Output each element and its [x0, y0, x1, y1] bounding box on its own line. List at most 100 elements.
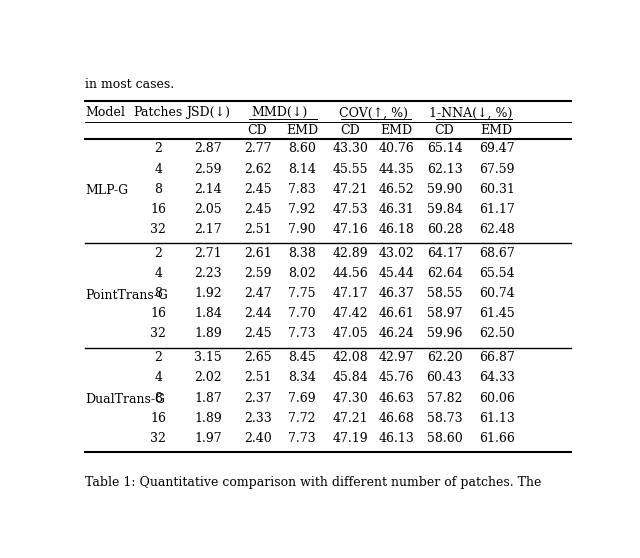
Text: 59.84: 59.84 — [427, 203, 462, 216]
Text: 58.97: 58.97 — [427, 307, 462, 320]
Text: 47.21: 47.21 — [333, 412, 368, 425]
Text: CD: CD — [248, 124, 268, 137]
Text: 47.30: 47.30 — [332, 392, 368, 405]
Text: 46.52: 46.52 — [379, 182, 414, 196]
Text: 46.37: 46.37 — [379, 287, 414, 300]
Text: 62.64: 62.64 — [427, 267, 463, 280]
Text: 7.90: 7.90 — [289, 223, 316, 236]
Text: 2.37: 2.37 — [244, 392, 271, 405]
Text: Table 1: Quantitative comparison with different number of patches. The: Table 1: Quantitative comparison with di… — [85, 477, 541, 489]
Text: 7.73: 7.73 — [289, 432, 316, 445]
Text: 42.08: 42.08 — [332, 351, 368, 364]
Text: 60.28: 60.28 — [427, 223, 463, 236]
Text: 46.63: 46.63 — [378, 392, 414, 405]
Text: 1.92: 1.92 — [194, 287, 222, 300]
Text: 47.53: 47.53 — [333, 203, 368, 216]
Text: MLP-G: MLP-G — [85, 184, 128, 198]
Text: 46.24: 46.24 — [379, 328, 414, 340]
Text: 58.73: 58.73 — [427, 412, 462, 425]
Text: 66.87: 66.87 — [479, 351, 515, 364]
Text: 16: 16 — [150, 307, 166, 320]
Text: 2.65: 2.65 — [244, 351, 271, 364]
Text: 46.68: 46.68 — [378, 412, 414, 425]
Text: 62.13: 62.13 — [427, 162, 463, 176]
Text: 45.76: 45.76 — [379, 371, 414, 384]
Text: 45.55: 45.55 — [333, 162, 368, 176]
Text: 60.31: 60.31 — [479, 182, 515, 196]
Text: 62.20: 62.20 — [427, 351, 462, 364]
Text: 2.77: 2.77 — [244, 142, 271, 155]
Text: 2.45: 2.45 — [244, 182, 271, 196]
Text: 2.40: 2.40 — [244, 432, 271, 445]
Text: 8.14: 8.14 — [288, 162, 316, 176]
Text: 1.84: 1.84 — [194, 307, 222, 320]
Text: 2.61: 2.61 — [244, 247, 271, 259]
Text: 8.45: 8.45 — [289, 351, 316, 364]
Text: 8: 8 — [154, 392, 163, 405]
Text: 32: 32 — [150, 328, 166, 340]
Text: 1.89: 1.89 — [194, 412, 222, 425]
Text: 62.48: 62.48 — [479, 223, 515, 236]
Text: 7.69: 7.69 — [289, 392, 316, 405]
Text: 2.59: 2.59 — [244, 267, 271, 280]
Text: 16: 16 — [150, 412, 166, 425]
Text: 65.14: 65.14 — [427, 142, 463, 155]
Text: 46.31: 46.31 — [378, 203, 414, 216]
Text: 16: 16 — [150, 203, 166, 216]
Text: 2.71: 2.71 — [194, 247, 222, 259]
Text: JSD(↓): JSD(↓) — [186, 107, 230, 119]
Text: 32: 32 — [150, 223, 166, 236]
Text: COV(↑, %): COV(↑, %) — [339, 107, 408, 119]
Text: 46.18: 46.18 — [378, 223, 414, 236]
Text: PointTrans-G: PointTrans-G — [85, 289, 168, 302]
Text: 4: 4 — [154, 371, 163, 384]
Text: 7.92: 7.92 — [289, 203, 316, 216]
Text: 2.14: 2.14 — [194, 182, 222, 196]
Text: 45.84: 45.84 — [332, 371, 368, 384]
Text: DualTrans-G: DualTrans-G — [85, 393, 165, 406]
Text: 2.23: 2.23 — [194, 267, 222, 280]
Text: 42.89: 42.89 — [333, 247, 368, 259]
Text: 61.66: 61.66 — [479, 432, 515, 445]
Text: 2.17: 2.17 — [194, 223, 222, 236]
Text: 60.74: 60.74 — [479, 287, 515, 300]
Text: in most cases.: in most cases. — [85, 78, 174, 90]
Text: 59.96: 59.96 — [427, 328, 462, 340]
Text: 67.59: 67.59 — [479, 162, 515, 176]
Text: 62.50: 62.50 — [479, 328, 515, 340]
Text: 43.02: 43.02 — [379, 247, 414, 259]
Text: 2.51: 2.51 — [244, 371, 271, 384]
Text: 2.62: 2.62 — [244, 162, 271, 176]
Text: 32: 32 — [150, 432, 166, 445]
Text: 47.21: 47.21 — [333, 182, 368, 196]
Text: 2: 2 — [154, 351, 163, 364]
Text: 7.70: 7.70 — [289, 307, 316, 320]
Text: 2.59: 2.59 — [194, 162, 221, 176]
Text: 3.15: 3.15 — [194, 351, 222, 364]
Text: 46.13: 46.13 — [378, 432, 414, 445]
Text: 60.43: 60.43 — [427, 371, 463, 384]
Text: 61.17: 61.17 — [479, 203, 515, 216]
Text: 4: 4 — [154, 162, 163, 176]
Text: EMD: EMD — [481, 124, 513, 137]
Text: 7.72: 7.72 — [289, 412, 316, 425]
Text: 4: 4 — [154, 267, 163, 280]
Text: EMD: EMD — [380, 124, 413, 137]
Text: 64.33: 64.33 — [479, 371, 515, 384]
Text: Model: Model — [85, 107, 125, 119]
Text: 57.82: 57.82 — [427, 392, 462, 405]
Text: 44.56: 44.56 — [332, 267, 368, 280]
Text: 2.47: 2.47 — [244, 287, 271, 300]
Text: CD: CD — [435, 124, 454, 137]
Text: 8.38: 8.38 — [288, 247, 316, 259]
Text: 2.33: 2.33 — [244, 412, 271, 425]
Text: 47.42: 47.42 — [333, 307, 368, 320]
Text: 1.89: 1.89 — [194, 328, 222, 340]
Text: 69.47: 69.47 — [479, 142, 515, 155]
Text: 8: 8 — [154, 182, 163, 196]
Text: 58.60: 58.60 — [427, 432, 463, 445]
Text: 42.97: 42.97 — [379, 351, 414, 364]
Text: 7.73: 7.73 — [289, 328, 316, 340]
Text: 2.45: 2.45 — [244, 328, 271, 340]
Text: 44.35: 44.35 — [379, 162, 414, 176]
